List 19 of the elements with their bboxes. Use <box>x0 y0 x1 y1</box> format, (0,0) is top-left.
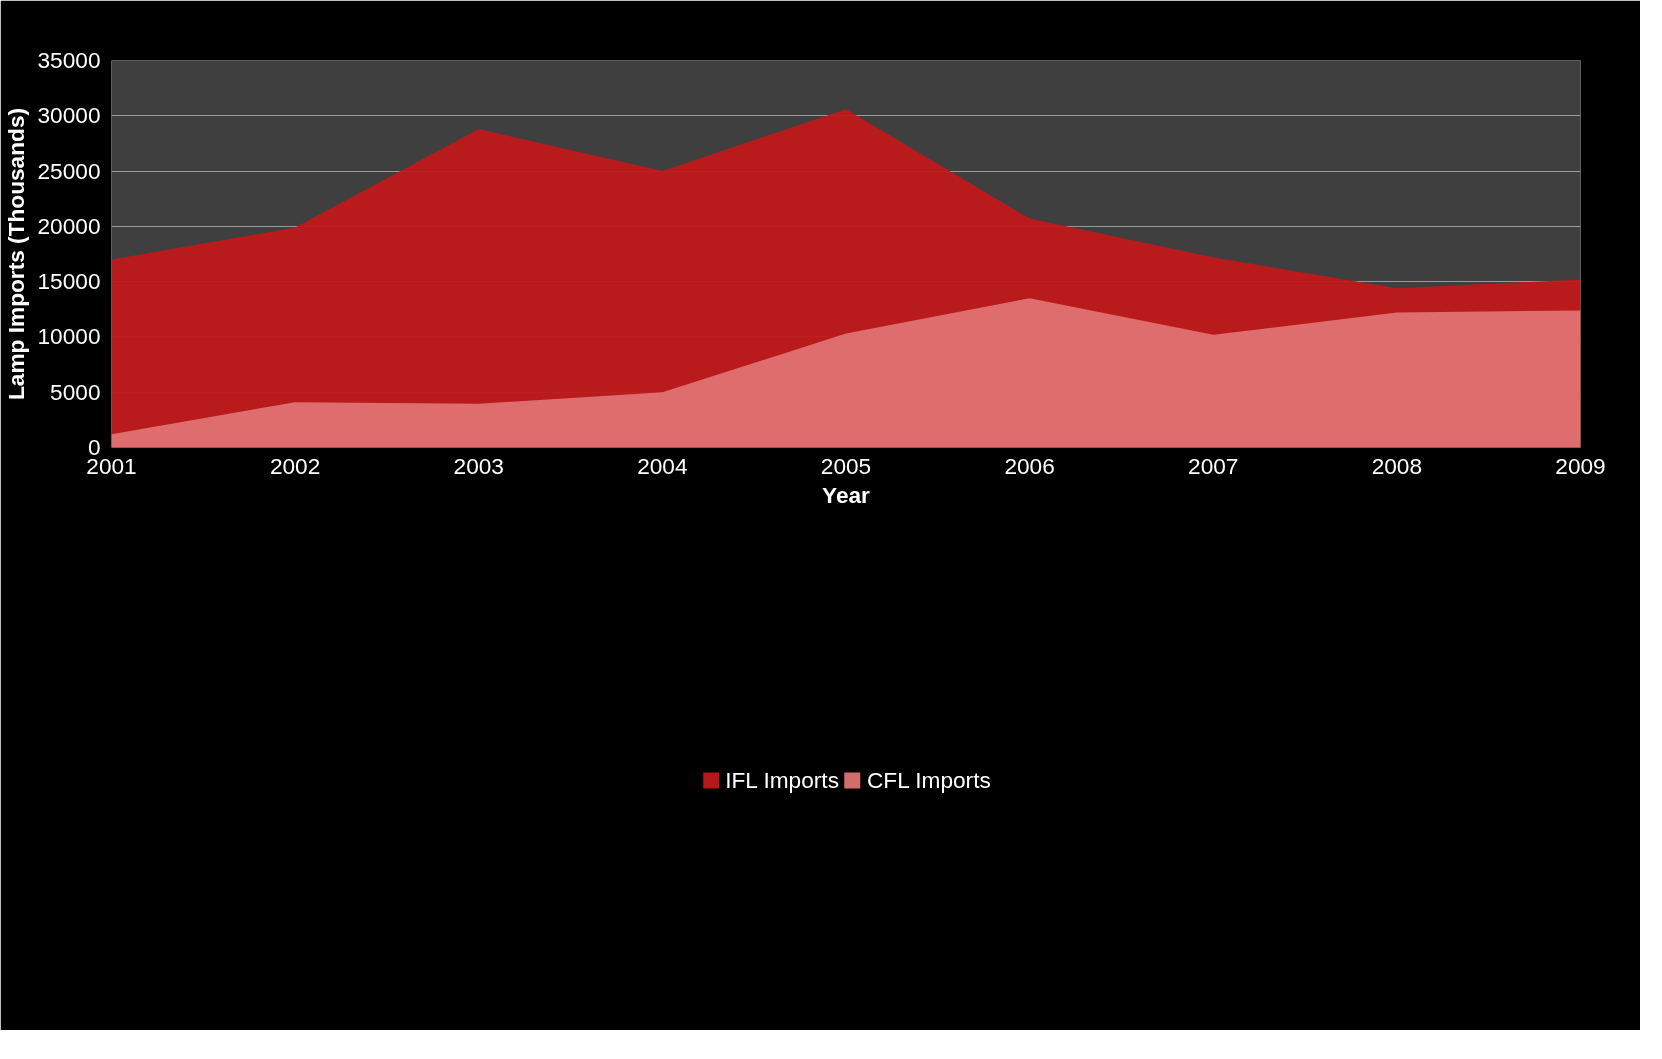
y-tick-label: 30000 <box>37 102 101 129</box>
y-tick-label: 35000 <box>37 47 101 73</box>
x-tick-label: 2005 <box>820 452 872 479</box>
x-tick-label: 2009 <box>1555 452 1606 479</box>
y-tick-label: 25000 <box>37 157 101 184</box>
y-tick-label: 5000 <box>50 378 101 405</box>
y-tick-label: 10000 <box>37 323 101 350</box>
x-tick-label: 2008 <box>1371 452 1423 479</box>
x-tick-label: 2007 <box>1188 452 1239 479</box>
y-axis-title: Lamp Imports (Thousands) <box>3 107 30 401</box>
x-tick-label: 2002 <box>269 452 321 479</box>
legend-label: CFL Imports <box>866 766 991 794</box>
y-tick-label: 15000 <box>37 268 101 295</box>
x-axis-title: Year <box>822 481 871 508</box>
x-tick-label: 2003 <box>453 452 504 479</box>
x-tick-label: 2004 <box>637 452 688 479</box>
y-tick-label: 20000 <box>37 212 101 239</box>
x-tick-label: 2006 <box>1004 452 1055 479</box>
legend-label: IFL Imports <box>725 766 839 794</box>
